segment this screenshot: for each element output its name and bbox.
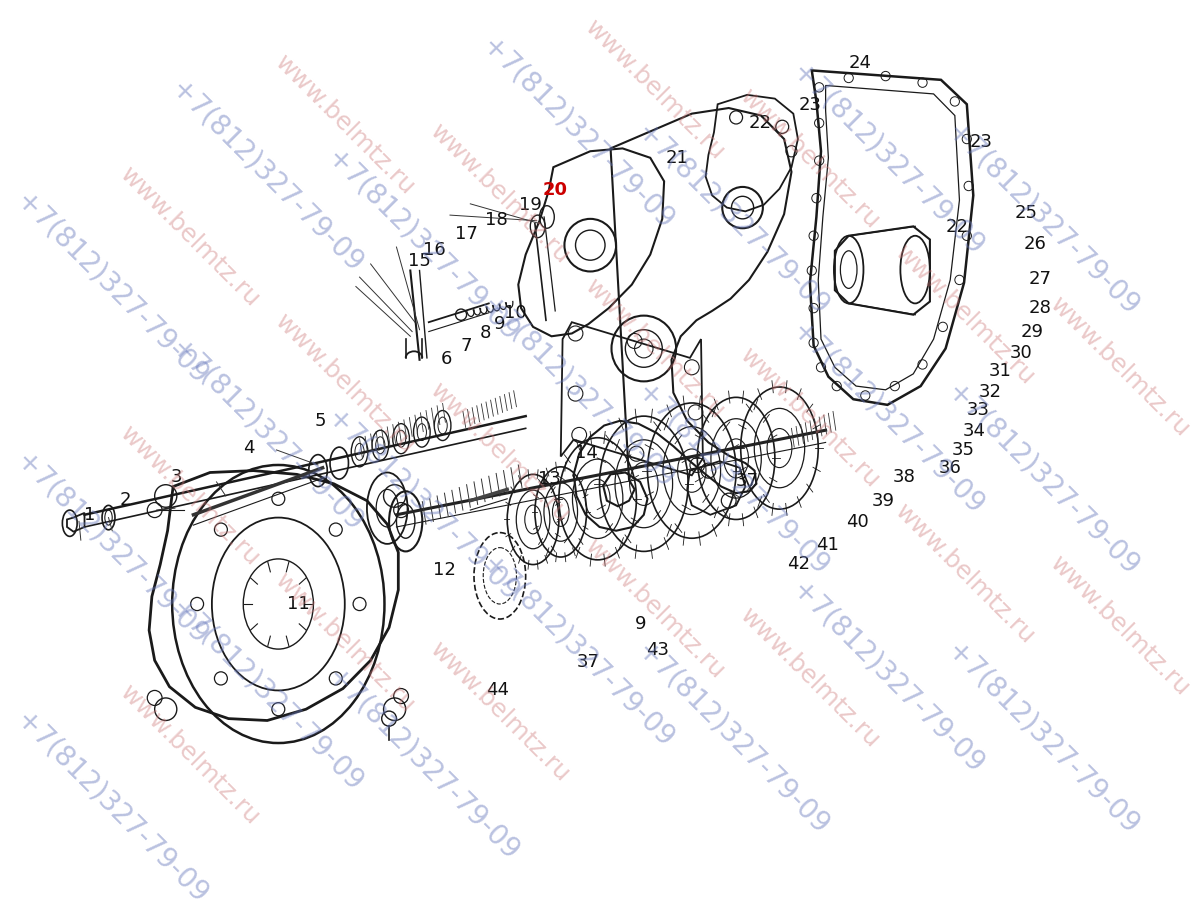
Text: 19: 19 <box>520 196 542 214</box>
Text: 3: 3 <box>170 468 182 486</box>
Text: www.belmtz.ru: www.belmtz.ru <box>270 51 420 199</box>
Text: 42: 42 <box>787 554 810 573</box>
Text: 38: 38 <box>893 467 916 485</box>
Text: 22: 22 <box>946 218 968 235</box>
Text: +7(812)327-79-09: +7(812)327-79-09 <box>941 377 1144 580</box>
Text: 23: 23 <box>970 133 994 151</box>
Text: 27: 27 <box>1028 269 1051 288</box>
Text: 12: 12 <box>433 561 456 578</box>
Text: 41: 41 <box>816 535 839 553</box>
Text: 5: 5 <box>314 412 326 430</box>
Text: 15: 15 <box>408 252 431 270</box>
Text: 21: 21 <box>666 149 689 166</box>
Text: 31: 31 <box>989 362 1012 380</box>
Text: 6: 6 <box>440 349 452 368</box>
Text: www.belmtz.ru: www.belmtz.ru <box>581 275 730 424</box>
Text: 35: 35 <box>952 440 974 459</box>
Text: 30: 30 <box>1010 344 1033 361</box>
Text: www.belmtz.ru: www.belmtz.ru <box>115 163 264 312</box>
Text: 43: 43 <box>646 641 668 659</box>
Text: 11: 11 <box>287 595 310 613</box>
Text: +7(812)327-79-09: +7(812)327-79-09 <box>475 32 679 234</box>
Text: +7(812)327-79-09: +7(812)327-79-09 <box>631 636 834 839</box>
Text: 18: 18 <box>485 210 508 229</box>
Text: +7(812)327-79-09: +7(812)327-79-09 <box>11 187 214 391</box>
Text: 9: 9 <box>494 314 505 332</box>
Text: +7(812)327-79-09: +7(812)327-79-09 <box>166 75 368 278</box>
Text: 33: 33 <box>967 401 990 418</box>
Text: +7(812)327-79-09: +7(812)327-79-09 <box>941 636 1144 839</box>
Text: 13: 13 <box>539 470 562 488</box>
Text: 20: 20 <box>542 180 568 199</box>
Text: +7(812)327-79-09: +7(812)327-79-09 <box>11 447 214 649</box>
Text: www.belmtz.ru: www.belmtz.ru <box>425 378 575 528</box>
Text: 24: 24 <box>848 53 871 72</box>
Text: www.belmtz.ru: www.belmtz.ru <box>581 534 730 683</box>
Text: 44: 44 <box>486 680 509 698</box>
Text: 23: 23 <box>798 96 822 114</box>
Text: 7: 7 <box>461 336 473 355</box>
Text: 1: 1 <box>84 505 96 524</box>
Text: www.belmtz.ru: www.belmtz.ru <box>115 680 264 830</box>
Text: www.belmtz.ru: www.belmtz.ru <box>890 499 1039 648</box>
Text: 34: 34 <box>962 421 985 439</box>
Text: www.belmtz.ru: www.belmtz.ru <box>1045 292 1195 441</box>
Text: www.belmtz.ru: www.belmtz.ru <box>736 344 884 493</box>
Text: +7(812)327-79-09: +7(812)327-79-09 <box>475 290 679 494</box>
Text: 28: 28 <box>1028 299 1051 317</box>
Text: www.belmtz.ru: www.belmtz.ru <box>425 637 575 787</box>
Text: 16: 16 <box>424 241 446 259</box>
Text: +7(812)327-79-09: +7(812)327-79-09 <box>786 575 989 778</box>
Text: 22: 22 <box>749 114 772 132</box>
Text: 10: 10 <box>504 304 527 322</box>
Text: +7(812)327-79-09: +7(812)327-79-09 <box>320 662 524 865</box>
Text: 14: 14 <box>575 444 598 461</box>
Text: 26: 26 <box>1024 234 1046 253</box>
Text: +7(812)327-79-09: +7(812)327-79-09 <box>941 119 1144 321</box>
Text: +7(812)327-79-09: +7(812)327-79-09 <box>631 119 834 321</box>
Text: 25: 25 <box>1014 204 1037 221</box>
Text: 32: 32 <box>979 382 1002 401</box>
Text: www.belmtz.ru: www.belmtz.ru <box>736 603 884 752</box>
Text: 39: 39 <box>871 491 894 509</box>
Text: 40: 40 <box>846 513 869 531</box>
Text: www.belmtz.ru: www.belmtz.ru <box>1045 550 1195 700</box>
Text: 37: 37 <box>577 652 600 671</box>
Text: +7(812)327-79-09: +7(812)327-79-09 <box>320 144 524 347</box>
Text: 17: 17 <box>455 224 478 243</box>
Text: www.belmtz.ru: www.belmtz.ru <box>270 309 420 459</box>
Text: +7(812)327-79-09: +7(812)327-79-09 <box>786 58 989 261</box>
Text: +7(812)327-79-09: +7(812)327-79-09 <box>631 377 834 580</box>
Text: www.belmtz.ru: www.belmtz.ru <box>890 240 1039 389</box>
Text: +7(812)327-79-09: +7(812)327-79-09 <box>320 403 524 606</box>
Text: +7(812)327-79-09: +7(812)327-79-09 <box>166 334 368 537</box>
Text: 4: 4 <box>242 438 254 457</box>
Text: 2: 2 <box>120 491 131 508</box>
Text: 36: 36 <box>940 459 962 476</box>
Text: 9: 9 <box>635 615 647 632</box>
Text: www.belmtz.ru: www.belmtz.ru <box>581 16 730 165</box>
Text: +7(812)327-79-09: +7(812)327-79-09 <box>475 550 679 753</box>
Text: 29: 29 <box>1021 323 1044 341</box>
Text: +7(812)327-79-09: +7(812)327-79-09 <box>11 705 214 908</box>
Text: www.belmtz.ru: www.belmtz.ru <box>736 85 884 233</box>
Text: www.belmtz.ru: www.belmtz.ru <box>425 119 575 268</box>
Text: www.belmtz.ru: www.belmtz.ru <box>270 568 420 717</box>
Text: 37: 37 <box>736 471 758 489</box>
Text: 8: 8 <box>480 323 491 342</box>
Text: +7(812)327-79-09: +7(812)327-79-09 <box>166 593 368 796</box>
Text: www.belmtz.ru: www.belmtz.ru <box>115 421 264 571</box>
Text: +7(812)327-79-09: +7(812)327-79-09 <box>786 317 989 519</box>
